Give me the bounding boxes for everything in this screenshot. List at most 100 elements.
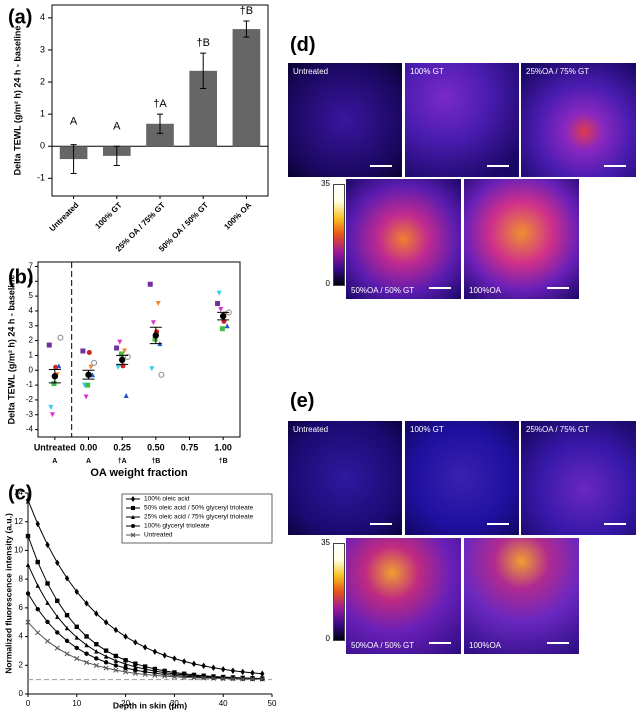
marker bbox=[218, 306, 224, 312]
marker bbox=[259, 676, 265, 682]
x-tick-label: 0.25 bbox=[113, 442, 131, 452]
marker bbox=[35, 559, 40, 565]
marker bbox=[113, 658, 119, 663]
marker bbox=[25, 591, 31, 596]
marker bbox=[94, 656, 99, 661]
marker bbox=[133, 661, 138, 666]
image-label: 25%OA / 75% GT bbox=[526, 67, 590, 76]
marker bbox=[35, 630, 41, 636]
marker bbox=[55, 559, 60, 566]
marker bbox=[181, 658, 187, 665]
panel-label: (a) bbox=[8, 6, 32, 28]
marker bbox=[131, 496, 135, 502]
micrograph: 25%OA / 75% GT bbox=[520, 62, 637, 178]
legend-label: 50% oleic acid / 50% glyceryl trioleate bbox=[144, 505, 253, 512]
marker bbox=[249, 676, 256, 682]
marker bbox=[74, 655, 80, 662]
y-tick-label: 4 bbox=[29, 306, 34, 315]
y-tick-label: 0 bbox=[29, 365, 34, 374]
y-tick-label: 0 bbox=[19, 689, 24, 698]
marker bbox=[152, 672, 158, 678]
group-letter: A bbox=[86, 458, 91, 465]
marker bbox=[64, 638, 70, 644]
marker bbox=[215, 301, 221, 307]
marker bbox=[142, 664, 148, 669]
marker bbox=[260, 670, 265, 677]
marker bbox=[45, 600, 50, 605]
micrograph: 50%OA / 50% GT bbox=[345, 537, 462, 655]
marker bbox=[240, 676, 246, 682]
y-tick-label: 0 bbox=[40, 141, 45, 151]
y-tick-label: 14 bbox=[14, 488, 23, 497]
panel-label: (e) bbox=[290, 390, 315, 412]
marker bbox=[181, 674, 187, 680]
marker bbox=[230, 667, 236, 674]
x-axis-label: OA weight fraction bbox=[90, 467, 188, 479]
marker bbox=[25, 619, 31, 625]
scale-bar bbox=[487, 165, 509, 167]
marker bbox=[216, 290, 222, 296]
x-tick-label: 50 bbox=[268, 699, 277, 708]
marker bbox=[113, 626, 119, 634]
x-tick-label: Untreated bbox=[48, 200, 81, 233]
legend-label: 25% oleic acid / 75% glyceryl trioleate bbox=[144, 514, 253, 521]
marker bbox=[45, 619, 50, 625]
x-axis-label: Depth in skin (μm) bbox=[113, 700, 187, 710]
y-tick-label: 7 bbox=[29, 262, 34, 271]
x-tick-label: 0.75 bbox=[181, 442, 199, 452]
mean-marker bbox=[85, 371, 92, 378]
error-bar bbox=[157, 113, 163, 134]
x-tick-label: 20 bbox=[121, 699, 130, 708]
legend-label: 100% oleic acid bbox=[144, 496, 190, 503]
marker bbox=[240, 668, 245, 676]
marker bbox=[64, 575, 70, 582]
y-tick-label: 3 bbox=[40, 44, 45, 54]
x-tick-label: 1.00 bbox=[214, 442, 232, 452]
colorbar-tick-label: 0 bbox=[325, 279, 330, 288]
marker bbox=[35, 583, 40, 588]
marker bbox=[171, 674, 177, 680]
marker bbox=[84, 651, 89, 656]
x-tick-label: 30 bbox=[170, 699, 179, 708]
marker bbox=[123, 392, 129, 398]
marker bbox=[74, 588, 79, 595]
marker bbox=[74, 635, 79, 640]
marker bbox=[131, 506, 135, 510]
micrograph: 25%OA / 75% GT bbox=[520, 420, 637, 536]
marker bbox=[123, 658, 128, 663]
marker bbox=[131, 515, 135, 519]
marker bbox=[123, 661, 128, 667]
marker bbox=[64, 612, 70, 618]
y-tick-label: 8 bbox=[19, 574, 24, 583]
x-tick-label: 0.00 bbox=[80, 442, 98, 452]
marker bbox=[84, 642, 89, 648]
colorbar-tick-label: 35 bbox=[321, 538, 330, 547]
image-label: 100%OA bbox=[469, 286, 502, 295]
marker bbox=[51, 381, 57, 387]
marker bbox=[221, 666, 226, 673]
marker bbox=[93, 662, 99, 668]
line bbox=[27, 535, 263, 679]
mean-marker bbox=[219, 312, 227, 320]
group-letter: †B bbox=[196, 37, 209, 49]
bar bbox=[232, 29, 261, 147]
y-tick-label: 1 bbox=[29, 351, 34, 360]
y-tick-label: 4 bbox=[19, 632, 24, 641]
y-tick-label: -3 bbox=[26, 410, 34, 419]
marker bbox=[103, 665, 109, 671]
y-tick-label: 12 bbox=[14, 517, 23, 526]
marker bbox=[84, 634, 89, 639]
marker bbox=[133, 667, 138, 673]
group-letter: A bbox=[113, 121, 121, 133]
y-tick-label: -2 bbox=[26, 395, 34, 404]
marker bbox=[46, 342, 52, 348]
image-label: Untreated bbox=[293, 425, 329, 434]
group-letter: †A bbox=[118, 458, 127, 465]
marker bbox=[152, 336, 158, 342]
marker bbox=[25, 496, 31, 504]
marker bbox=[133, 664, 138, 670]
marker bbox=[103, 660, 109, 665]
micrograph: 100%OA bbox=[463, 178, 580, 300]
marker bbox=[44, 638, 51, 644]
